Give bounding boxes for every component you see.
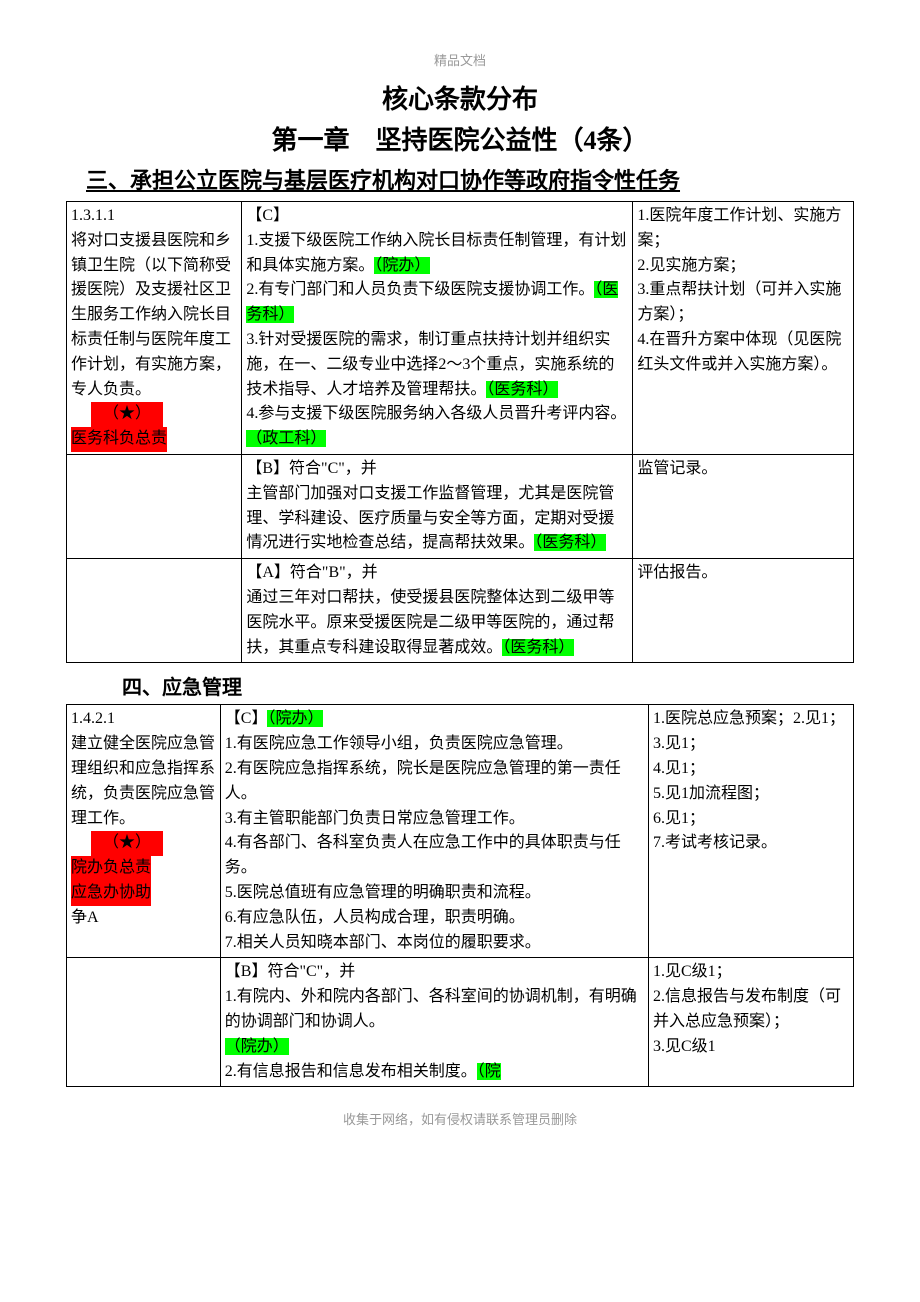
evidence-item: 监管记录。 bbox=[637, 460, 717, 477]
page-container: 精品文档 核心条款分布 第一章 坚持医院公益性（4条） 三、承担公立医院与基层医… bbox=[66, 0, 854, 1158]
evidence-item: 评估报告。 bbox=[637, 564, 717, 581]
doc-title-1: 核心条款分布 bbox=[66, 79, 854, 116]
cell-left: 1.3.1.1 将对口支援县医院和乡镇卫生院（以下简称受援医院）及支援社区卫生服… bbox=[67, 202, 242, 455]
doc-small-header: 精品文档 bbox=[66, 50, 854, 69]
table-1: 1.3.1.1 将对口支援县医院和乡镇卫生院（以下简称受援医院）及支援社区卫生服… bbox=[66, 201, 854, 663]
table-row: 1.3.1.1 将对口支援县医院和乡镇卫生院（以下简称受援医院）及支援社区卫生服… bbox=[67, 202, 854, 455]
cell-right: 1.医院年度工作计划、实施方案； 2.见实施方案； 3.重点帮扶计划（可并入实施… bbox=[633, 202, 854, 455]
responsibility-tag: 应急办协助 bbox=[71, 881, 151, 906]
evidence-item: 3.见1； bbox=[653, 735, 705, 752]
item-text: 1.有院内、外和院内各部门、各科室间的协调机制，有明确的协调部门和协调人。 bbox=[225, 988, 637, 1030]
responsibility-tag: 院办负总责 bbox=[71, 856, 151, 881]
level-label: 【C】 bbox=[225, 710, 268, 727]
item-text: 3.有主管职能部门负责日常应急管理工作。 bbox=[225, 810, 525, 827]
cell-left: 1.4.2.1 建立健全医院应急管理组织和应急指挥系统，负责医院应急管理工作。 … bbox=[67, 705, 221, 958]
cell-mid: 【B】符合"C"，并 主管部门加强对口支援工作监督管理，尤其是医院管理、学科建设… bbox=[242, 454, 633, 558]
item-text: 4.参与支援下级医院服务纳入各级人员晋升考评内容。 bbox=[246, 405, 634, 422]
level-label: 【B】符合"C"，并 bbox=[225, 963, 355, 980]
evidence-item: 1.医院年度工作计划、实施方案； bbox=[637, 207, 841, 249]
cell-right: 1.医院总应急预案；2.见1； 3.见1； 4.见1； 5.见1加流程图； 6.… bbox=[648, 705, 853, 958]
cell-mid: 【C】（院办） 1.有医院应急工作领导小组，负责医院应急管理。 2.有医院应急指… bbox=[220, 705, 648, 958]
dept-tag: （医务科） bbox=[486, 381, 558, 398]
clause-number: 1.4.2.1 bbox=[71, 710, 115, 727]
evidence-item: 1.见C级1； bbox=[653, 963, 732, 980]
dept-tag: （院办） bbox=[225, 1038, 289, 1055]
doc-title-2: 第一章 坚持医院公益性（4条） bbox=[66, 120, 854, 157]
dept-tag: （医务科） bbox=[502, 639, 574, 656]
table-row: 【B】符合"C"，并 1.有院内、外和院内各部门、各科室间的协调机制，有明确的协… bbox=[67, 958, 854, 1087]
cell-left bbox=[67, 958, 221, 1087]
cell-mid: 【A】符合"B"，并 通过三年对口帮扶，使受援县医院整体达到二级甲等医院水平。原… bbox=[242, 559, 633, 663]
item-text: 4.有各部门、各科室负责人在应急工作中的具体职责与任务。 bbox=[225, 834, 621, 876]
dept-tag: （院办） bbox=[374, 257, 430, 274]
cell-right: 评估报告。 bbox=[633, 559, 854, 663]
table-2: 1.4.2.1 建立健全医院应急管理组织和应急指挥系统，负责医院应急管理工作。 … bbox=[66, 704, 854, 1087]
evidence-item: 3.重点帮扶计划（可并入实施方案）； bbox=[637, 281, 841, 323]
evidence-item: 4.见1； bbox=[653, 760, 705, 777]
clause-text: 争A bbox=[71, 909, 99, 926]
item-text: 1.支援下级医院工作纳入院长目标责任制管理，有计划和具体实施方案。 bbox=[246, 232, 626, 274]
clause-number: 1.3.1.1 bbox=[71, 207, 115, 224]
evidence-item: 7.考试考核记录。 bbox=[653, 834, 777, 851]
clause-text: 将对口支援县医院和乡镇卫生院（以下简称受援医院）及支援社区卫生服务工作纳入院长目… bbox=[71, 232, 231, 398]
item-text: 6.有应急队伍，人员构成合理，职责明确。 bbox=[225, 909, 525, 926]
clause-text: 建立健全医院应急管理组织和应急指挥系统，负责医院应急管理工作。 bbox=[71, 735, 215, 826]
level-label: 【A】符合"B"，并 bbox=[246, 564, 377, 581]
dept-tag: （政工科） bbox=[246, 430, 326, 447]
evidence-item: 2.信息报告与发布制度（可并入总应急预案）； bbox=[653, 988, 841, 1030]
cell-right: 监管记录。 bbox=[633, 454, 854, 558]
item-text: 2.有专门部门和人员负责下级医院支援协调工作。 bbox=[246, 281, 594, 298]
table-row: 1.4.2.1 建立健全医院应急管理组织和应急指挥系统，负责医院应急管理工作。 … bbox=[67, 705, 854, 958]
item-text: 7.相关人员知晓本部门、本岗位的履职要求。 bbox=[225, 934, 541, 951]
star-badge: （★） bbox=[91, 402, 163, 427]
dept-tag: （院办） bbox=[267, 710, 323, 727]
evidence-item: 4.在晋升方案中体现（见医院红头文件或并入实施方案）。 bbox=[637, 331, 841, 373]
section-3-heading: 三、承担公立医院与基层医疗机构对口协作等政府指令性任务 bbox=[66, 163, 854, 195]
cell-left bbox=[67, 454, 242, 558]
table-row: 【A】符合"B"，并 通过三年对口帮扶，使受援县医院整体达到二级甲等医院水平。原… bbox=[67, 559, 854, 663]
item-text: 5.医院总值班有应急管理的明确职责和流程。 bbox=[225, 884, 541, 901]
evidence-item: 2.见实施方案； bbox=[637, 257, 745, 274]
dept-tag: （院 bbox=[477, 1063, 501, 1080]
table-row: 【B】符合"C"，并 主管部门加强对口支援工作监督管理，尤其是医院管理、学科建设… bbox=[67, 454, 854, 558]
dept-tag: （医务科） bbox=[534, 534, 606, 551]
section-4-heading: 四、应急管理 bbox=[66, 671, 854, 700]
cell-mid: 【C】 1.支援下级医院工作纳入院长目标责任制管理，有计划和具体实施方案。（院办… bbox=[242, 202, 633, 455]
item-text: 2.有医院应急指挥系统，院长是医院应急管理的第一责任人。 bbox=[225, 760, 621, 802]
doc-footer: 收集于网络，如有侵权请联系管理员删除 bbox=[66, 1109, 854, 1128]
evidence-item: 3.见C级1 bbox=[653, 1038, 716, 1055]
star-badge: （★） bbox=[91, 831, 163, 856]
cell-mid: 【B】符合"C"，并 1.有院内、外和院内各部门、各科室间的协调机制，有明确的协… bbox=[220, 958, 648, 1087]
item-text: 1.有医院应急工作领导小组，负责医院应急管理。 bbox=[225, 735, 573, 752]
evidence-item: 6.见1； bbox=[653, 810, 705, 827]
evidence-item: 1.医院总应急预案；2.见1； bbox=[653, 710, 845, 727]
level-label: 【C】 bbox=[246, 207, 289, 224]
evidence-item: 5.见1加流程图； bbox=[653, 785, 769, 802]
responsibility-tag: 医务科负总责 bbox=[71, 427, 167, 452]
cell-left bbox=[67, 559, 242, 663]
cell-right: 1.见C级1； 2.信息报告与发布制度（可并入总应急预案）； 3.见C级1 bbox=[648, 958, 853, 1087]
item-text: 3.针对受援医院的需求，制订重点扶持计划并组织实施，在一、二级专业中选择2～3个… bbox=[246, 331, 614, 398]
item-text: 2.有信息报告和信息发布相关制度。 bbox=[225, 1063, 477, 1080]
level-label: 【B】符合"C"，并 bbox=[246, 460, 376, 477]
